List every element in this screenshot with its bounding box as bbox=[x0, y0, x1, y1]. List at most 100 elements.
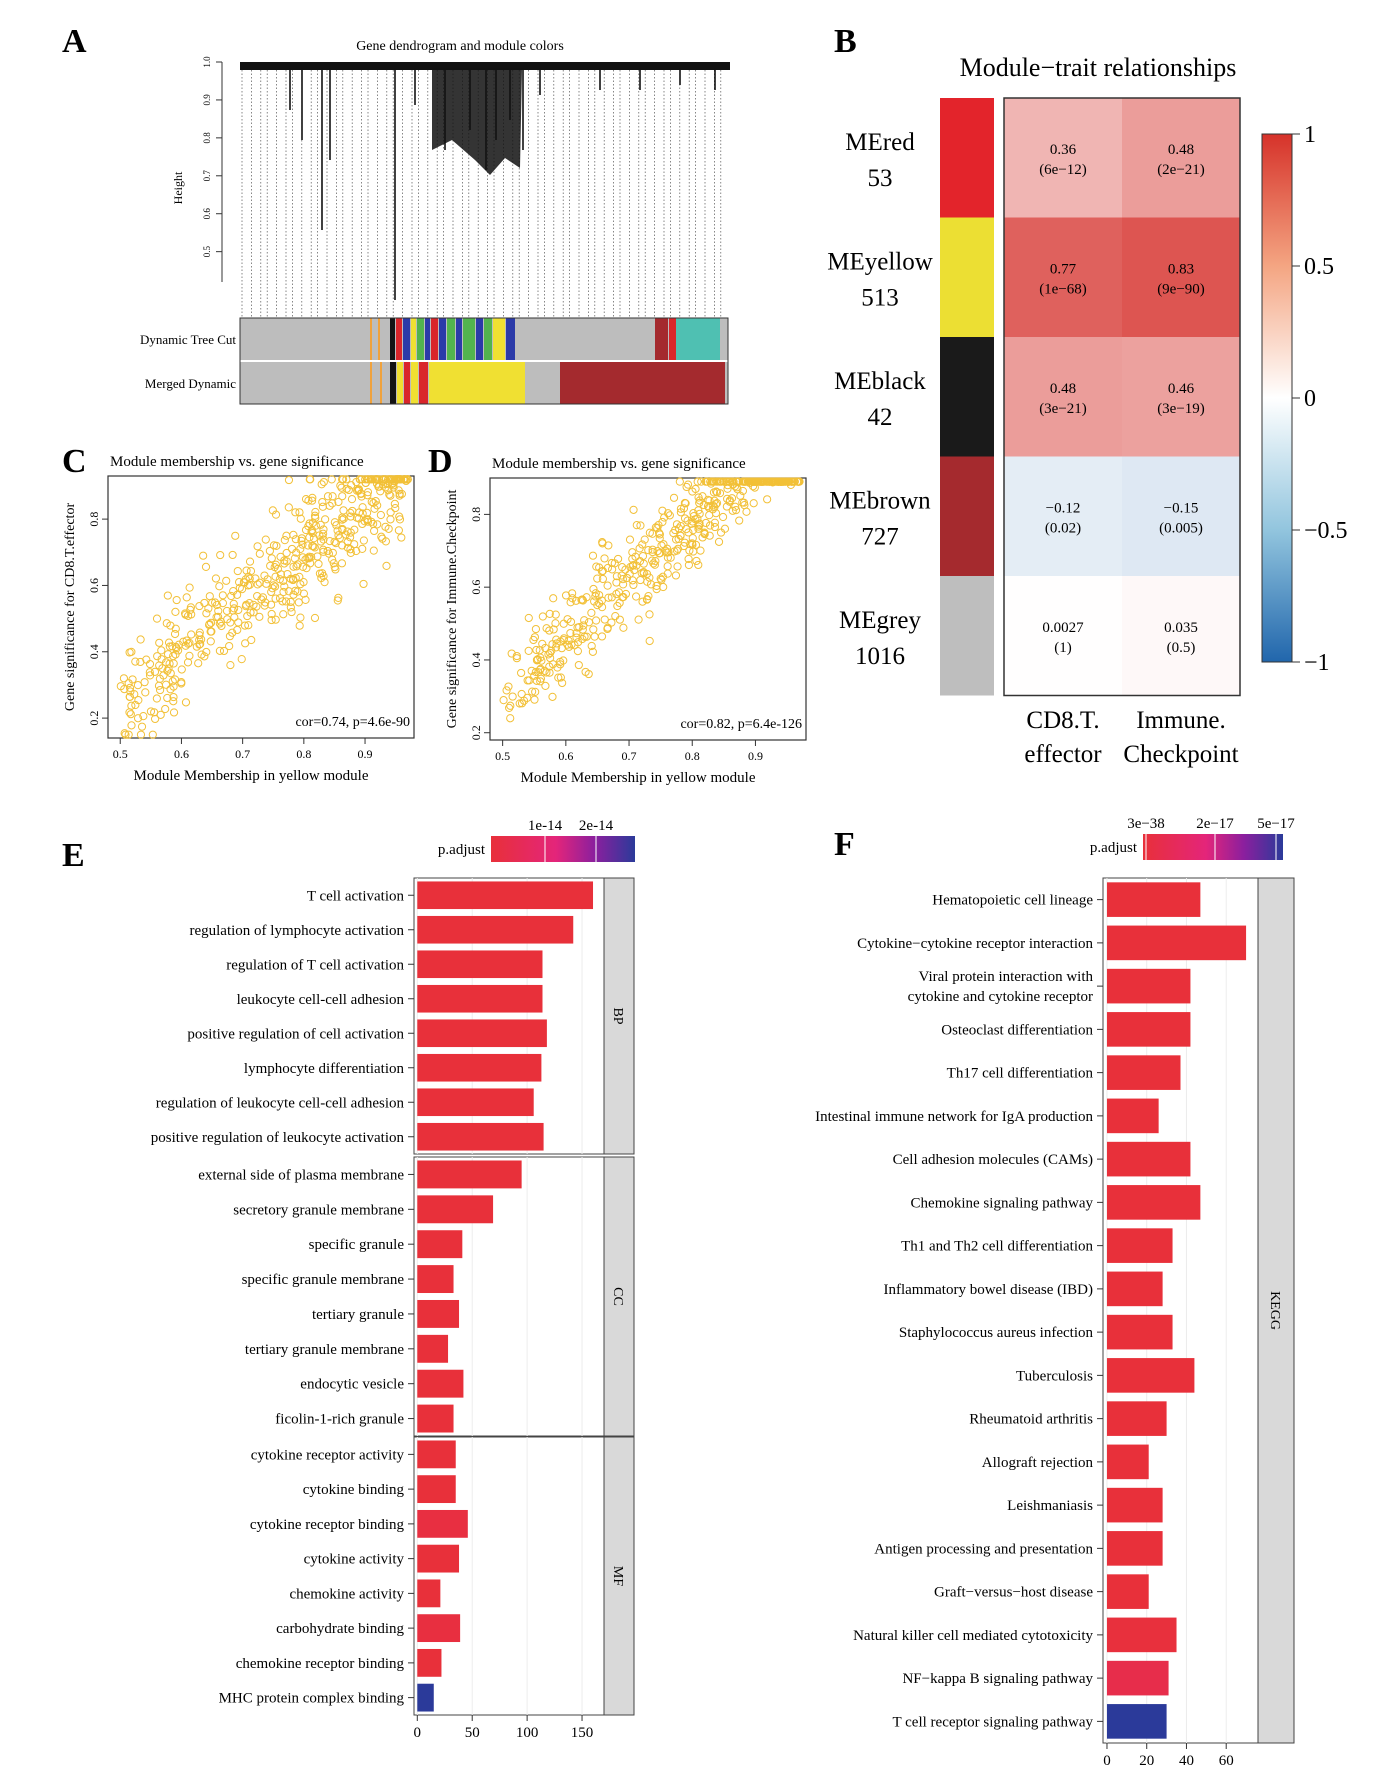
data-point bbox=[303, 553, 312, 563]
data-point bbox=[124, 730, 133, 739]
data-point bbox=[589, 584, 598, 594]
data-point bbox=[572, 629, 581, 638]
tree-cut-segment bbox=[456, 318, 462, 360]
data-point bbox=[270, 582, 280, 591]
data-point bbox=[237, 655, 246, 664]
panel-b-heatmap: Module−trait relationships MEred 53 0.36 (6… bbox=[827, 53, 1347, 768]
data-point bbox=[215, 646, 225, 655]
data-point bbox=[165, 642, 174, 651]
data-point bbox=[334, 497, 343, 507]
data-point bbox=[385, 490, 394, 499]
data-point bbox=[319, 525, 328, 534]
data-point bbox=[308, 518, 317, 528]
data-point bbox=[169, 692, 178, 702]
data-point bbox=[551, 610, 560, 619]
merged-segment bbox=[419, 362, 428, 404]
colorbar-tick-label: 0.5 bbox=[1304, 254, 1334, 280]
data-point bbox=[504, 682, 513, 691]
data-point bbox=[397, 533, 406, 542]
category-label: Inflammatory bowel disease (IBD) bbox=[883, 1282, 1093, 1298]
y-tick-label: 0.5 bbox=[202, 246, 212, 258]
data-point bbox=[267, 615, 276, 625]
data-point bbox=[334, 531, 343, 540]
data-point bbox=[587, 641, 596, 651]
data-point bbox=[295, 508, 304, 517]
data-point bbox=[563, 640, 572, 649]
data-point bbox=[154, 681, 164, 690]
data-point bbox=[619, 623, 628, 632]
legend-colorbar bbox=[491, 836, 635, 862]
data-point bbox=[291, 535, 300, 544]
data-point bbox=[141, 688, 150, 697]
data-point bbox=[629, 580, 638, 590]
data-point bbox=[161, 658, 171, 667]
module-size-label: 1016 bbox=[855, 643, 905, 670]
data-point bbox=[593, 574, 602, 583]
x-tick-label: 0.7 bbox=[622, 749, 637, 763]
data-point bbox=[712, 488, 722, 497]
data-point bbox=[253, 591, 262, 601]
data-point bbox=[208, 598, 217, 607]
x-tick-label: 0.7 bbox=[235, 747, 250, 761]
data-point bbox=[289, 562, 298, 571]
data-point bbox=[211, 574, 221, 583]
data-point bbox=[296, 514, 305, 523]
data-point bbox=[363, 517, 373, 526]
data-point bbox=[648, 547, 657, 557]
data-point bbox=[170, 629, 180, 639]
correlation-label: −0.12 bbox=[1046, 500, 1081, 516]
data-point bbox=[638, 540, 647, 549]
bar bbox=[1106, 1444, 1149, 1480]
data-point bbox=[227, 591, 236, 601]
data-point bbox=[181, 610, 190, 619]
data-point bbox=[202, 609, 211, 618]
x-tick-label: 0 bbox=[1103, 1753, 1111, 1769]
data-point bbox=[671, 571, 681, 580]
category-label: Intestinal immune network for IgA produc… bbox=[815, 1109, 1093, 1125]
data-point bbox=[247, 635, 256, 645]
module-color-swatch bbox=[940, 337, 994, 457]
data-point bbox=[692, 556, 701, 566]
category-label: specific granule bbox=[309, 1237, 405, 1253]
x-tick-label: 150 bbox=[571, 1725, 594, 1741]
data-point bbox=[535, 665, 545, 674]
merged-segment bbox=[560, 362, 725, 404]
data-point bbox=[529, 635, 538, 645]
data-point bbox=[319, 477, 328, 487]
category-label: ficolin-1-rich granule bbox=[275, 1412, 404, 1428]
data-point bbox=[568, 594, 577, 603]
data-point bbox=[267, 587, 276, 597]
data-point bbox=[636, 575, 645, 585]
data-point bbox=[173, 646, 183, 655]
data-point bbox=[691, 484, 700, 494]
category-label: cytokine and cytokine receptor bbox=[908, 989, 1093, 1005]
bar bbox=[417, 1160, 522, 1189]
data-point bbox=[134, 696, 143, 705]
data-point bbox=[525, 676, 534, 685]
category-label: T cell activation bbox=[307, 888, 405, 904]
bar bbox=[417, 1088, 534, 1117]
panel-letter-a: A bbox=[62, 23, 87, 60]
y-tick-label: 0.4 bbox=[87, 644, 101, 659]
data-point bbox=[169, 708, 179, 717]
trait-column-label: Checkpoint bbox=[1123, 741, 1238, 768]
tree-cut-segment bbox=[378, 318, 380, 360]
dendrogram-title: Gene dendrogram and module colors bbox=[356, 39, 564, 54]
category-label: regulation of leukocyte cell-cell adhesi… bbox=[156, 1095, 405, 1111]
data-point bbox=[595, 599, 604, 608]
data-point bbox=[535, 646, 544, 655]
tree-cut-segment bbox=[669, 318, 676, 360]
data-point bbox=[265, 546, 274, 556]
data-point bbox=[124, 679, 133, 688]
module-color-swatch bbox=[940, 217, 994, 337]
bar bbox=[417, 1648, 442, 1677]
bar bbox=[417, 1265, 454, 1294]
data-point bbox=[126, 710, 135, 719]
data-point bbox=[241, 602, 250, 611]
data-point bbox=[361, 475, 370, 484]
bar bbox=[417, 1230, 463, 1259]
data-point bbox=[728, 506, 737, 515]
data-point bbox=[652, 585, 661, 594]
data-point bbox=[327, 475, 336, 484]
panel-letter-b: B bbox=[834, 23, 857, 60]
